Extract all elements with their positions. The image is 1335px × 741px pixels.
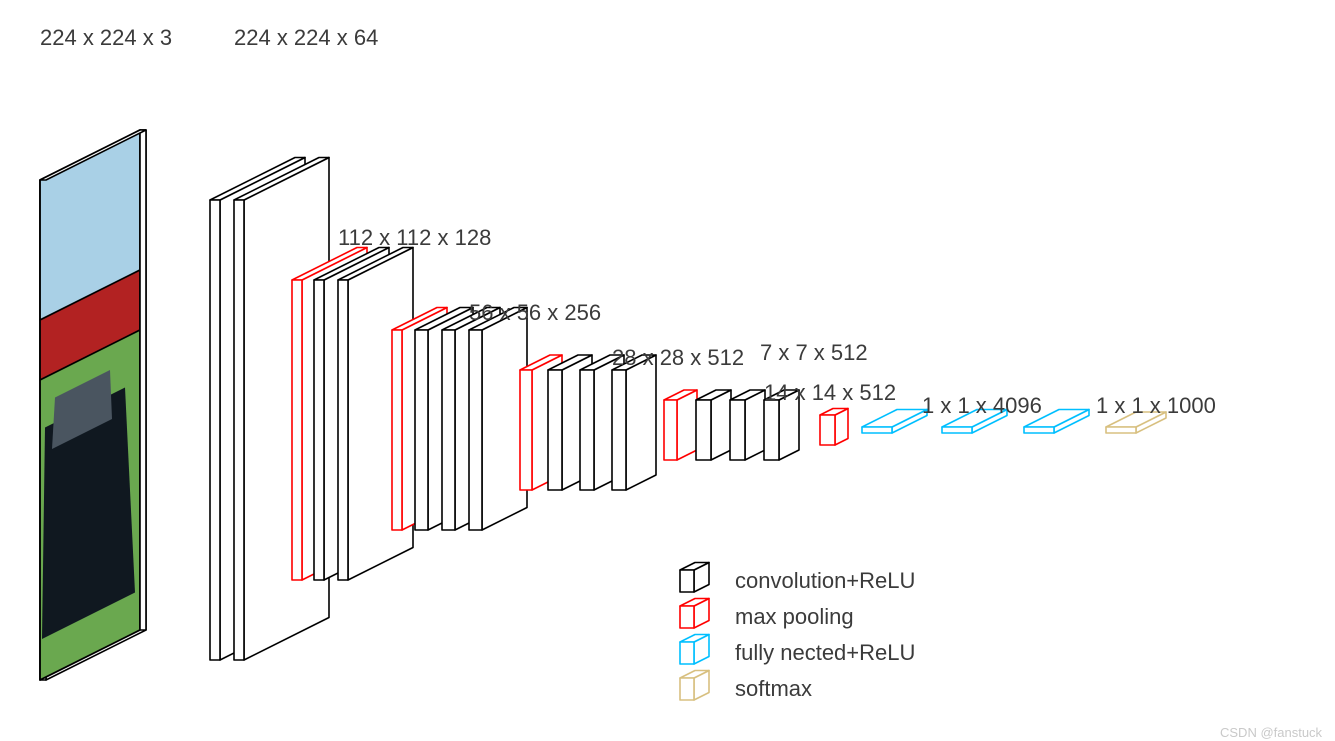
legend-box-fc	[680, 635, 709, 665]
label-input: 224 x 224 x 3	[40, 25, 172, 51]
block-c4c	[612, 355, 656, 490]
legend-label-softmax: softmax	[735, 676, 812, 702]
label-c1b: 224 x 224 x 64	[234, 25, 378, 51]
label-c2b: 112 x 112 x 128	[338, 225, 491, 251]
block-c3c	[469, 308, 527, 531]
block-c5b	[730, 390, 765, 460]
label-fc2: 1 x 1 x 4096	[922, 393, 1042, 419]
legend-box-pool	[680, 599, 709, 629]
block-p4	[664, 390, 697, 460]
label-c3c: 56 x 56 x 256	[469, 300, 601, 326]
watermark: CSDN @fanstuck	[1220, 725, 1322, 740]
label-sm: 1 x 1 x 1000	[1096, 393, 1216, 419]
block-fc1	[862, 410, 927, 434]
legend-label-pool: max pooling	[735, 604, 854, 630]
label-p5: 7 x 7 x 512	[760, 340, 868, 366]
block-input	[40, 130, 146, 680]
legend-box-softmax	[680, 671, 709, 701]
block-p5	[820, 409, 848, 446]
legend-label-fc: fully nected+ReLU	[735, 640, 915, 666]
legend-box-conv	[680, 563, 709, 593]
block-c5a	[696, 390, 731, 460]
legend-label-conv: convolution+ReLU	[735, 568, 915, 594]
label-c5c: 14 x 14 x 512	[764, 380, 896, 406]
label-c4c: 28 x 28 x 512	[612, 345, 744, 371]
